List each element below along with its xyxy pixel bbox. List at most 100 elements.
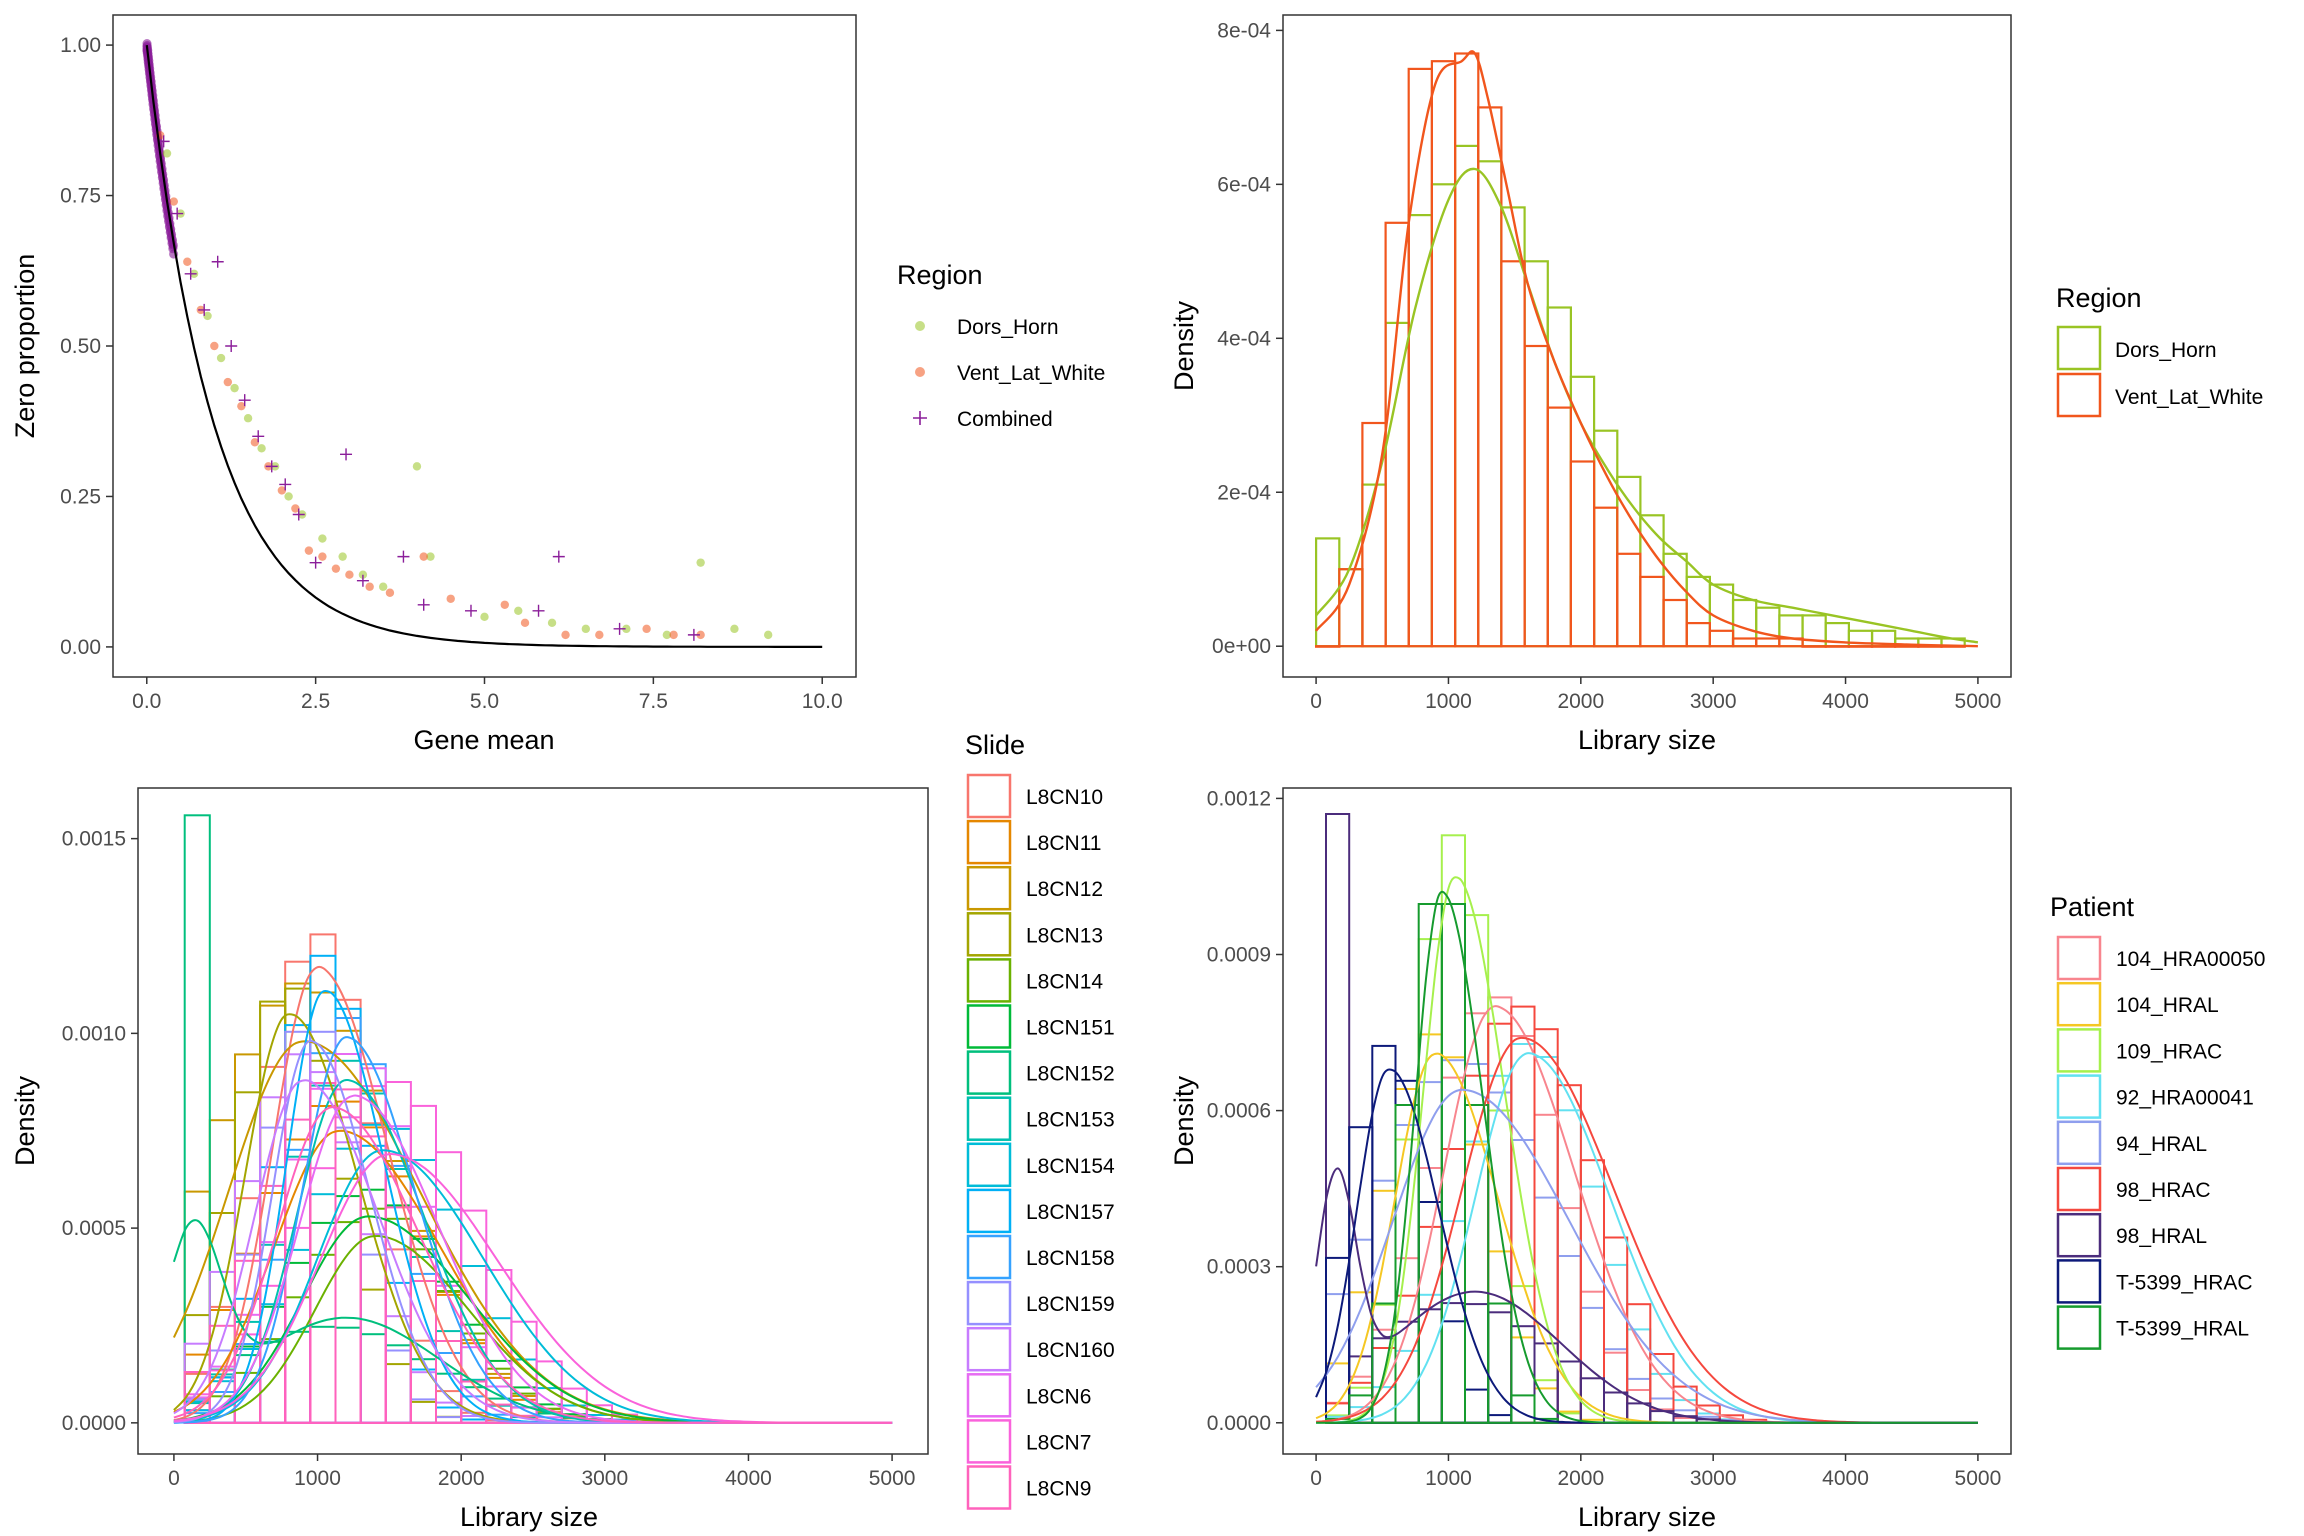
y-tick-label: 6e-04 xyxy=(1217,173,1271,196)
x-tick-label: 10.0 xyxy=(802,690,843,713)
histogram-bar xyxy=(1801,645,1827,648)
legend-key xyxy=(2056,1305,2102,1350)
data-point xyxy=(500,600,509,609)
legend-key xyxy=(966,1419,1012,1464)
legend-key-dors-horn xyxy=(915,321,925,331)
legend-label-vent-lat-white: Vent_Lat_White xyxy=(2115,386,2263,409)
y-tick-label: 0.0009 xyxy=(1207,944,1271,967)
legend-label: T-5399_HRAC xyxy=(2116,1271,2253,1294)
x-axis-ticks: 0 1000 2000 3000 4000 5000 xyxy=(1310,1454,2001,1490)
x-tick-label: 2000 xyxy=(438,1467,485,1490)
y-tick-label: 0.0012 xyxy=(1207,787,1271,810)
y-tick-label: 4e-04 xyxy=(1217,327,1271,350)
histogram-bar xyxy=(1314,645,1341,648)
x-tick-label: 5.0 xyxy=(470,690,499,713)
legend-label: 104_HRAL xyxy=(2116,994,2219,1017)
x-tick-label: 2000 xyxy=(1557,690,1604,713)
data-point xyxy=(203,311,212,321)
data-point xyxy=(464,604,477,617)
legend-label: L8CN160 xyxy=(1026,1339,1115,1362)
data-point xyxy=(613,622,626,635)
region-legend: Region Dors_Horn Vent_Lat_White xyxy=(2056,283,2263,418)
data-point xyxy=(252,430,265,443)
legend-key xyxy=(966,1096,1012,1141)
legend-key-vent-lat-white xyxy=(2056,372,2102,418)
data-point xyxy=(171,207,184,220)
x-tick-label: 0.0 xyxy=(132,690,161,713)
data-point xyxy=(642,624,651,634)
region-histogram-panel: 0 1000 2000 3000 4000 5000 0e+00 2e-04 4e-04 6e-… xyxy=(1169,14,2263,755)
y-tick-label: 0.75 xyxy=(60,185,101,208)
data-point xyxy=(225,340,238,352)
data-point xyxy=(331,564,341,573)
legend-label: L8CN159 xyxy=(1026,1293,1115,1316)
data-point xyxy=(417,598,430,611)
data-point xyxy=(561,630,570,640)
legend-key xyxy=(2056,1166,2102,1212)
legend-key xyxy=(966,1234,1012,1280)
legend-label: L8CN6 xyxy=(1026,1385,1091,1408)
data-point xyxy=(365,582,374,591)
x-axis-ticks: 0.0 2.5 5.0 7.5 10.0 xyxy=(132,677,843,713)
panel-d-border xyxy=(1282,787,2012,1455)
data-point xyxy=(223,377,233,387)
legend-label-dors-horn: Dors_Horn xyxy=(2115,339,2217,362)
x-tick-label: 4000 xyxy=(1822,690,1869,713)
y-tick-label: 8e-04 xyxy=(1217,19,1271,42)
legend-label: 94_HRAL xyxy=(2116,1133,2207,1156)
x-tick-label: 5000 xyxy=(1955,1467,2002,1490)
y-axis-ticks: 0.0000 0.0005 0.0010 0.0015 xyxy=(62,828,138,1435)
data-point xyxy=(662,630,672,640)
legend-title: Slide xyxy=(965,730,1025,760)
x-tick-label: 3000 xyxy=(1690,1467,1737,1490)
legend-key-dors-horn xyxy=(2056,325,2102,371)
y-axis-title: Density xyxy=(1169,300,1199,391)
histogram-bar xyxy=(1847,645,1874,648)
y-tick-label: 0.0010 xyxy=(62,1022,126,1045)
data-point xyxy=(696,630,705,640)
legend-label-dors-horn: Dors_Horn xyxy=(957,316,1059,339)
density-curve xyxy=(1315,167,1979,644)
data-point xyxy=(552,550,565,563)
data-point xyxy=(277,486,287,495)
x-tick-label: 1000 xyxy=(294,1467,341,1490)
legend-key xyxy=(966,773,1012,819)
x-tick-label: 5000 xyxy=(869,1467,916,1490)
legend-key xyxy=(966,819,1012,865)
legend-key xyxy=(966,1326,1012,1372)
y-tick-label: 0e+00 xyxy=(1212,635,1271,658)
legend-label: L8CN9 xyxy=(1026,1478,1091,1501)
legend-key xyxy=(966,912,1012,957)
data-point xyxy=(358,570,368,579)
legend-label: L8CN14 xyxy=(1026,970,1103,993)
legend-key xyxy=(2056,981,2102,1027)
y-tick-label: 0.00 xyxy=(60,636,101,659)
x-tick-label: 7.5 xyxy=(639,690,668,713)
legend-title: Patient xyxy=(2050,892,2135,922)
x-tick-label: 0 xyxy=(1310,690,1322,713)
x-tick-label: 4000 xyxy=(1822,1467,1869,1490)
data-point xyxy=(385,588,395,597)
data-point xyxy=(446,594,455,603)
data-point xyxy=(279,478,292,491)
legend-label: L8CN10 xyxy=(1026,786,1103,809)
legend-title: Region xyxy=(897,260,983,290)
data-point xyxy=(291,504,300,513)
data-point xyxy=(378,582,388,591)
legend-label: 109_HRAC xyxy=(2116,1040,2222,1063)
data-point xyxy=(480,612,489,622)
legend-label: L8CN11 xyxy=(1026,832,1102,855)
histogram-marks xyxy=(172,814,893,1424)
x-axis-ticks: 0 1000 2000 3000 4000 5000 xyxy=(1310,677,2001,713)
histogram-bar xyxy=(1510,1394,1536,1424)
data-point xyxy=(622,624,631,634)
legend-label: L8CN13 xyxy=(1026,924,1103,947)
y-tick-label: 0.25 xyxy=(60,485,101,508)
x-tick-label: 0 xyxy=(168,1467,180,1490)
data-point xyxy=(243,414,253,423)
data-point xyxy=(216,353,226,363)
data-point xyxy=(581,624,591,634)
data-point xyxy=(412,462,422,471)
x-tick-label: 2.5 xyxy=(301,690,330,713)
data-point xyxy=(547,618,557,628)
